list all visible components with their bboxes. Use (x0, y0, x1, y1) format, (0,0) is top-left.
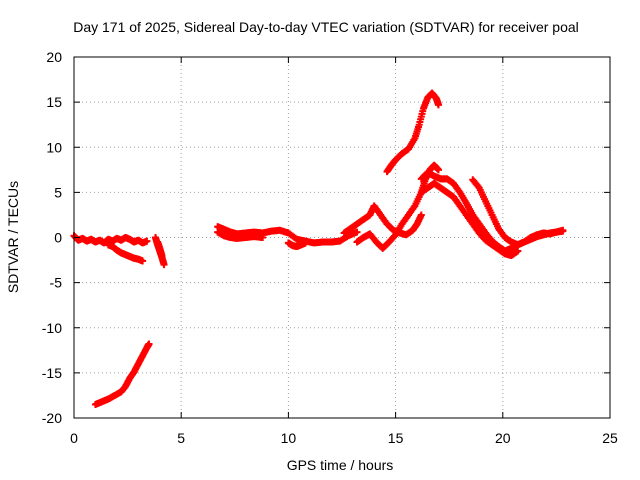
data-point (302, 239, 310, 247)
data-point (160, 261, 168, 269)
y-tick-label: 10 (46, 139, 62, 155)
series-seg-c (151, 234, 168, 269)
data-point (139, 257, 147, 265)
series-seg-l (417, 179, 522, 260)
data-point (559, 227, 567, 235)
series-seg-f (214, 228, 267, 242)
data-point (514, 247, 522, 255)
y-tick-label: 5 (54, 184, 62, 200)
data-marks (70, 89, 567, 408)
x-tick-label: 10 (281, 430, 297, 446)
y-tick-label: -15 (42, 365, 62, 381)
y-tick-label: -20 (42, 410, 62, 426)
data-point (145, 340, 153, 348)
series-seg-b (104, 241, 147, 265)
series-seg-g (284, 239, 310, 251)
data-point (434, 101, 442, 109)
x-tick-label: 5 (177, 430, 185, 446)
data-point (434, 166, 442, 174)
data-point (353, 228, 361, 236)
series-seg-m (469, 176, 567, 249)
series-seg-d (91, 340, 153, 408)
y-axis-label: SDTVAR / TECUs (5, 181, 21, 293)
data-point (417, 211, 425, 219)
y-tick-label: -5 (50, 275, 63, 291)
axis-ticks (73, 56, 611, 419)
y-tick-labels: -20 -15 -10 -5 0 5 10 15 20 (42, 49, 62, 426)
series-seg-j (383, 89, 442, 176)
y-tick-label: 0 (54, 230, 62, 246)
series-seg-h (340, 202, 425, 239)
chart-title: Day 171 of 2025, Sidereal Day-to-day VTE… (73, 19, 579, 35)
y-tick-label: -10 (42, 320, 62, 336)
y-tick-label: 20 (46, 49, 62, 65)
data-point (259, 234, 267, 241)
x-tick-labels: 0 5 10 15 20 25 (70, 430, 618, 446)
x-tick-label: 20 (495, 430, 511, 446)
series-seg-i (353, 161, 442, 252)
y-tick-label: 15 (46, 94, 62, 110)
data-point (158, 252, 166, 260)
x-tick-label: 25 (602, 430, 618, 446)
data-point (159, 257, 167, 265)
x-axis-label: GPS time / hours (287, 457, 394, 473)
data-point (143, 237, 151, 245)
x-tick-label: 15 (388, 430, 404, 446)
x-tick-label: 0 (70, 430, 78, 446)
